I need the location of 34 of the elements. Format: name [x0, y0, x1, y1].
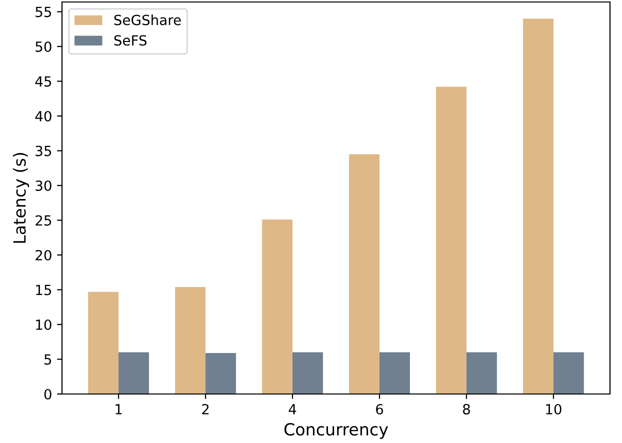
x-tick-label: 2 — [202, 404, 209, 414]
x-tick-label: 1 — [116, 404, 122, 414]
bar — [349, 154, 380, 394]
x-tick-label: 4 — [288, 404, 296, 414]
x-tick-label: 10 — [546, 404, 562, 414]
bar — [88, 292, 119, 394]
y-tick-label: 45 — [35, 76, 52, 87]
y-tick-label: 0 — [44, 388, 52, 400]
y-tick-label: 25 — [36, 215, 52, 226]
bar — [466, 352, 497, 394]
bar — [523, 18, 554, 394]
bar — [262, 220, 293, 394]
y-tick-label: 20 — [36, 250, 52, 260]
y-tick-label: 15 — [36, 284, 52, 296]
y-tick-label: 35 — [36, 146, 52, 156]
bar — [118, 352, 149, 394]
bar — [553, 352, 584, 394]
bar — [206, 352, 236, 394]
x-tick-label: 6 — [376, 404, 384, 414]
y-tick-label: 55 — [36, 6, 52, 18]
y-tick-label: 5 — [44, 354, 52, 365]
bar — [436, 86, 466, 394]
y-axis-title: Latency (s) — [12, 153, 30, 243]
bar — [292, 352, 323, 394]
bar — [175, 286, 206, 394]
x-tick-label: 8 — [463, 404, 470, 414]
legend-label: SeGShare — [114, 14, 181, 26]
legend-label: SeFS — [114, 35, 147, 46]
y-tick-label: 30 — [36, 180, 52, 191]
bar — [379, 352, 410, 394]
x-axis-title: Concurrency — [284, 423, 388, 439]
y-tick-label: 50 — [36, 41, 52, 52]
y-tick-label: 40 — [35, 110, 52, 122]
y-tick-label: 10 — [36, 319, 52, 330]
